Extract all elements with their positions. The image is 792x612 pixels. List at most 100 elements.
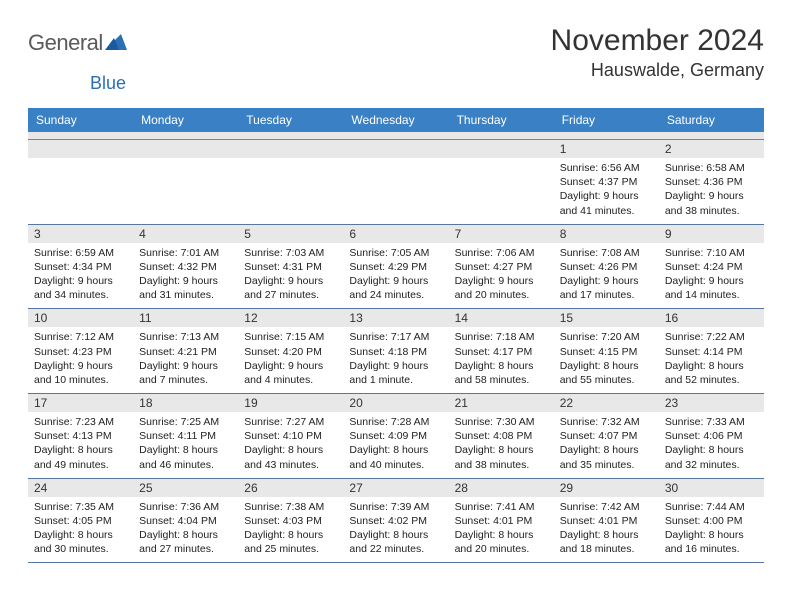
day-number: 25 bbox=[133, 479, 238, 497]
day-cell bbox=[238, 140, 343, 224]
detail-line: Sunrise: 7:32 AM bbox=[560, 415, 653, 429]
detail-line: and 7 minutes. bbox=[139, 373, 232, 387]
detail-line: Daylight: 9 hours bbox=[139, 274, 232, 288]
logo-text-general: General bbox=[28, 30, 103, 56]
logo-triangle-icon bbox=[105, 32, 127, 55]
detail-line: and 27 minutes. bbox=[139, 542, 232, 556]
detail-line: Daylight: 8 hours bbox=[139, 443, 232, 457]
detail-line: Sunrise: 7:38 AM bbox=[244, 500, 337, 514]
day-header: Saturday bbox=[659, 108, 764, 132]
calendar-page: General November 2024 Hauswalde, Germany… bbox=[0, 0, 792, 587]
detail-line: Sunrise: 7:23 AM bbox=[34, 415, 127, 429]
day-number: 5 bbox=[238, 225, 343, 243]
day-cell bbox=[28, 140, 133, 224]
detail-line: Daylight: 9 hours bbox=[665, 189, 758, 203]
day-number: 13 bbox=[343, 309, 448, 327]
detail-line: Daylight: 8 hours bbox=[34, 528, 127, 542]
day-number: 24 bbox=[28, 479, 133, 497]
detail-line: Sunset: 4:06 PM bbox=[665, 429, 758, 443]
detail-line: and 46 minutes. bbox=[139, 458, 232, 472]
detail-line: and 32 minutes. bbox=[665, 458, 758, 472]
day-details: Sunrise: 7:05 AMSunset: 4:29 PMDaylight:… bbox=[343, 243, 448, 309]
week-row: 10Sunrise: 7:12 AMSunset: 4:23 PMDayligh… bbox=[28, 309, 764, 394]
detail-line: Daylight: 9 hours bbox=[139, 359, 232, 373]
day-cell: 28Sunrise: 7:41 AMSunset: 4:01 PMDayligh… bbox=[449, 479, 554, 563]
day-details: Sunrise: 7:23 AMSunset: 4:13 PMDaylight:… bbox=[28, 412, 133, 478]
day-details: Sunrise: 7:22 AMSunset: 4:14 PMDaylight:… bbox=[659, 327, 764, 393]
detail-line: Daylight: 9 hours bbox=[349, 359, 442, 373]
detail-line: Sunrise: 7:33 AM bbox=[665, 415, 758, 429]
day-cell: 3Sunrise: 6:59 AMSunset: 4:34 PMDaylight… bbox=[28, 225, 133, 309]
detail-line: Sunset: 4:05 PM bbox=[34, 514, 127, 528]
detail-line: Sunrise: 7:41 AM bbox=[455, 500, 548, 514]
day-number bbox=[28, 140, 133, 158]
detail-line: Sunrise: 7:18 AM bbox=[455, 330, 548, 344]
detail-line: Sunset: 4:03 PM bbox=[244, 514, 337, 528]
detail-line: Sunrise: 7:36 AM bbox=[139, 500, 232, 514]
day-cell: 18Sunrise: 7:25 AMSunset: 4:11 PMDayligh… bbox=[133, 394, 238, 478]
day-details: Sunrise: 7:03 AMSunset: 4:31 PMDaylight:… bbox=[238, 243, 343, 309]
detail-line: Sunrise: 7:22 AM bbox=[665, 330, 758, 344]
detail-line: Sunrise: 6:59 AM bbox=[34, 246, 127, 260]
day-cell: 11Sunrise: 7:13 AMSunset: 4:21 PMDayligh… bbox=[133, 309, 238, 393]
detail-line: and 10 minutes. bbox=[34, 373, 127, 387]
day-details: Sunrise: 6:58 AMSunset: 4:36 PMDaylight:… bbox=[659, 158, 764, 224]
day-number bbox=[238, 140, 343, 158]
detail-line: and 14 minutes. bbox=[665, 288, 758, 302]
day-header: Sunday bbox=[28, 108, 133, 132]
day-header: Monday bbox=[133, 108, 238, 132]
day-cell: 2Sunrise: 6:58 AMSunset: 4:36 PMDaylight… bbox=[659, 140, 764, 224]
detail-line: Sunset: 4:21 PM bbox=[139, 345, 232, 359]
day-number: 26 bbox=[238, 479, 343, 497]
day-details: Sunrise: 7:25 AMSunset: 4:11 PMDaylight:… bbox=[133, 412, 238, 478]
week-row: 17Sunrise: 7:23 AMSunset: 4:13 PMDayligh… bbox=[28, 394, 764, 479]
day-cell: 20Sunrise: 7:28 AMSunset: 4:09 PMDayligh… bbox=[343, 394, 448, 478]
detail-line: Sunset: 4:07 PM bbox=[560, 429, 653, 443]
day-details bbox=[343, 158, 448, 167]
detail-line: and 1 minute. bbox=[349, 373, 442, 387]
detail-line: Sunrise: 7:13 AM bbox=[139, 330, 232, 344]
detail-line: Daylight: 8 hours bbox=[560, 443, 653, 457]
day-number: 18 bbox=[133, 394, 238, 412]
detail-line: and 38 minutes. bbox=[455, 458, 548, 472]
detail-line: Sunset: 4:15 PM bbox=[560, 345, 653, 359]
detail-line: and 40 minutes. bbox=[349, 458, 442, 472]
day-number: 1 bbox=[554, 140, 659, 158]
day-cell: 12Sunrise: 7:15 AMSunset: 4:20 PMDayligh… bbox=[238, 309, 343, 393]
detail-line: and 20 minutes. bbox=[455, 288, 548, 302]
detail-line: Daylight: 9 hours bbox=[34, 359, 127, 373]
detail-line: Daylight: 9 hours bbox=[455, 274, 548, 288]
detail-line: Daylight: 8 hours bbox=[665, 528, 758, 542]
week-row: 1Sunrise: 6:56 AMSunset: 4:37 PMDaylight… bbox=[28, 140, 764, 225]
day-details: Sunrise: 7:32 AMSunset: 4:07 PMDaylight:… bbox=[554, 412, 659, 478]
day-cell: 16Sunrise: 7:22 AMSunset: 4:14 PMDayligh… bbox=[659, 309, 764, 393]
day-number: 23 bbox=[659, 394, 764, 412]
detail-line: Daylight: 9 hours bbox=[560, 189, 653, 203]
day-cell: 21Sunrise: 7:30 AMSunset: 4:08 PMDayligh… bbox=[449, 394, 554, 478]
day-details: Sunrise: 7:12 AMSunset: 4:23 PMDaylight:… bbox=[28, 327, 133, 393]
day-number: 4 bbox=[133, 225, 238, 243]
day-details: Sunrise: 7:33 AMSunset: 4:06 PMDaylight:… bbox=[659, 412, 764, 478]
detail-line: Sunset: 4:08 PM bbox=[455, 429, 548, 443]
day-cell: 25Sunrise: 7:36 AMSunset: 4:04 PMDayligh… bbox=[133, 479, 238, 563]
day-cell: 13Sunrise: 7:17 AMSunset: 4:18 PMDayligh… bbox=[343, 309, 448, 393]
day-number bbox=[133, 140, 238, 158]
day-cell: 30Sunrise: 7:44 AMSunset: 4:00 PMDayligh… bbox=[659, 479, 764, 563]
day-details: Sunrise: 7:42 AMSunset: 4:01 PMDaylight:… bbox=[554, 497, 659, 563]
detail-line: Sunrise: 7:44 AM bbox=[665, 500, 758, 514]
detail-line: and 18 minutes. bbox=[560, 542, 653, 556]
weeks-container: 1Sunrise: 6:56 AMSunset: 4:37 PMDaylight… bbox=[28, 140, 764, 563]
detail-line: and 27 minutes. bbox=[244, 288, 337, 302]
detail-line: Sunrise: 7:39 AM bbox=[349, 500, 442, 514]
detail-line: Sunrise: 7:06 AM bbox=[455, 246, 548, 260]
detail-line: Sunset: 4:36 PM bbox=[665, 175, 758, 189]
detail-line: and 34 minutes. bbox=[34, 288, 127, 302]
detail-line: and 17 minutes. bbox=[560, 288, 653, 302]
detail-line: Sunrise: 6:58 AM bbox=[665, 161, 758, 175]
detail-line: Sunset: 4:01 PM bbox=[455, 514, 548, 528]
day-details: Sunrise: 7:18 AMSunset: 4:17 PMDaylight:… bbox=[449, 327, 554, 393]
day-cell: 24Sunrise: 7:35 AMSunset: 4:05 PMDayligh… bbox=[28, 479, 133, 563]
day-cell: 19Sunrise: 7:27 AMSunset: 4:10 PMDayligh… bbox=[238, 394, 343, 478]
day-details: Sunrise: 7:39 AMSunset: 4:02 PMDaylight:… bbox=[343, 497, 448, 563]
detail-line: Sunset: 4:17 PM bbox=[455, 345, 548, 359]
